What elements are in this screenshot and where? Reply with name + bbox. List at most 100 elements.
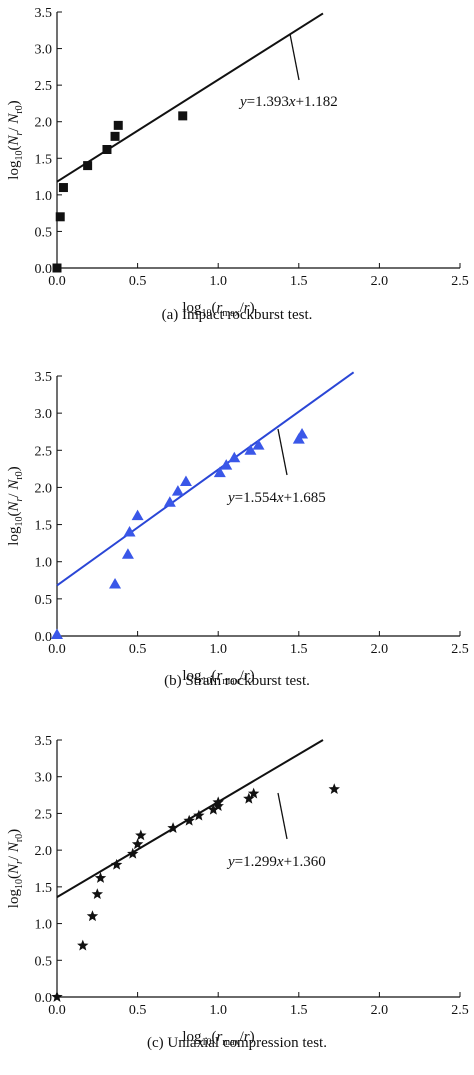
x-axis-label: log10(rmax/r) (182, 1029, 254, 1048)
x-tick-label: 1.5 (290, 642, 308, 657)
y-tick-label: 2.0 (35, 116, 53, 131)
panel-caption: (c) Uniaxial compression test. (147, 1035, 327, 1051)
data-point (328, 783, 340, 795)
y-tick-label: 1.0 (35, 918, 53, 933)
fit-line (56, 371, 355, 587)
x-tick-label: 1.0 (209, 1003, 227, 1018)
fit-equation: y=1.299x+1.360 (226, 854, 326, 870)
fit-equation: y=1.393x+1.182 (238, 94, 338, 110)
chart-panel-2: 0.0 0.5 1.0 1.5 2.0 2.5 0.0 0.5 1.0 1.5 2.0 2.5 3.0 3… (6, 734, 469, 1051)
data-point (58, 183, 68, 193)
x-tick-label: 2.0 (371, 1003, 389, 1018)
data-point (109, 578, 122, 589)
data-point (212, 800, 224, 811)
x-tick-label: 2.0 (371, 274, 389, 289)
data-point (127, 847, 139, 859)
y-tick-label: 0.5 (35, 954, 53, 969)
y-tick-label: 1.0 (35, 556, 53, 571)
data-point (51, 991, 63, 1002)
x-tick-label: 0.0 (48, 274, 66, 289)
data-point (171, 485, 184, 496)
x-tick-label: 0.0 (48, 1003, 66, 1018)
data-point (51, 628, 63, 640)
data-point (244, 444, 257, 455)
x-tick-label: 1.5 (290, 274, 308, 289)
y-tick-label: 1.5 (35, 881, 53, 896)
x-tick-label: 0.5 (129, 642, 147, 657)
x-tick-label: 0.5 (129, 1003, 147, 1018)
y-tick-label: 0.0 (35, 630, 53, 645)
panel-caption: (b) Strain rockburst test. (164, 673, 310, 689)
data-point (102, 145, 112, 155)
y-tick-label: 0.0 (35, 991, 53, 1006)
data-point (121, 548, 134, 559)
data-point (131, 838, 144, 850)
fit-equation: y=1.554x+1.685 (226, 490, 326, 506)
data-point (213, 466, 226, 478)
y-tick-label: 2.5 (35, 79, 53, 94)
data-point (178, 111, 188, 121)
data-point (179, 475, 192, 486)
data-point (247, 787, 260, 799)
y-tick-label: 0.5 (35, 593, 53, 608)
data-point (91, 888, 104, 900)
y-tick-label: 1.5 (35, 152, 53, 167)
y-axis-label: log10(Nr/ Nr0) (6, 829, 25, 908)
data-point (167, 822, 179, 833)
y-tick-label: 0.5 (35, 225, 53, 240)
chart-panel-0: 0.0 0.5 1.0 1.5 2.0 2.5 0.0 0.5 1.0 1.5 2.0 2.5 3.0 3… (6, 6, 469, 323)
x-tick-label: 2.0 (371, 642, 389, 657)
data-point (243, 792, 255, 804)
y-tick-label: 1.5 (35, 519, 53, 534)
x-tick-label: 0.0 (48, 642, 66, 657)
data-point (110, 131, 120, 141)
data-point (296, 427, 309, 439)
data-point (123, 526, 136, 537)
data-point (163, 496, 176, 507)
y-tick-label: 3.0 (35, 771, 53, 786)
x-tick-label: 0.5 (129, 274, 147, 289)
data-point (110, 858, 123, 870)
data-point (86, 910, 99, 922)
y-tick-label: 2.0 (35, 844, 53, 859)
data-point (220, 459, 233, 470)
data-point (252, 439, 265, 450)
x-tick-label: 1.0 (209, 642, 227, 657)
data-point (212, 796, 224, 808)
x-tick-label: 1.0 (209, 274, 227, 289)
data-point (83, 161, 93, 171)
data-point (55, 212, 65, 222)
equation-leader-line (289, 33, 300, 81)
y-tick-label: 2.0 (35, 481, 53, 496)
data-point (77, 939, 89, 951)
data-point (183, 814, 195, 826)
y-axis-label: log10(Nr/ Nr0) (6, 466, 25, 545)
y-tick-label: 2.5 (35, 444, 53, 459)
x-tick-label: 1.5 (290, 1003, 308, 1018)
panel-caption: (a) Impact rockburst test. (162, 307, 313, 323)
y-tick-label: 3.0 (35, 407, 53, 422)
data-point (135, 829, 147, 841)
y-tick-label: 1.0 (35, 189, 53, 204)
y-tick-label: 2.5 (35, 807, 53, 822)
data-point (193, 809, 205, 821)
y-tick-label: 3.5 (35, 734, 53, 749)
data-point (131, 509, 144, 521)
x-axis-label: log10(rmax/r) (182, 668, 254, 687)
y-tick-label: 3.5 (35, 370, 53, 385)
equation-leader-line (277, 792, 288, 840)
data-point (113, 120, 123, 130)
y-tick-label: 3.5 (35, 6, 53, 21)
x-tick-label: 2.5 (451, 1003, 469, 1018)
equation-leader-line (277, 428, 288, 476)
y-tick-label: 0.0 (35, 262, 53, 277)
x-tick-label: 2.5 (451, 642, 469, 657)
data-point (52, 263, 62, 273)
chart-panel-1: 0.0 0.5 1.0 1.5 2.0 2.5 0.0 0.5 1.0 1.5 2.0 2.5 3.0 3… (6, 370, 469, 689)
y-axis-label: log10(Nr/ Nr0) (6, 100, 25, 179)
fit-line (56, 12, 324, 183)
y-tick-label: 3.0 (35, 43, 53, 58)
data-point (228, 451, 241, 463)
x-axis-label: log10(rmax/r) (182, 300, 254, 319)
